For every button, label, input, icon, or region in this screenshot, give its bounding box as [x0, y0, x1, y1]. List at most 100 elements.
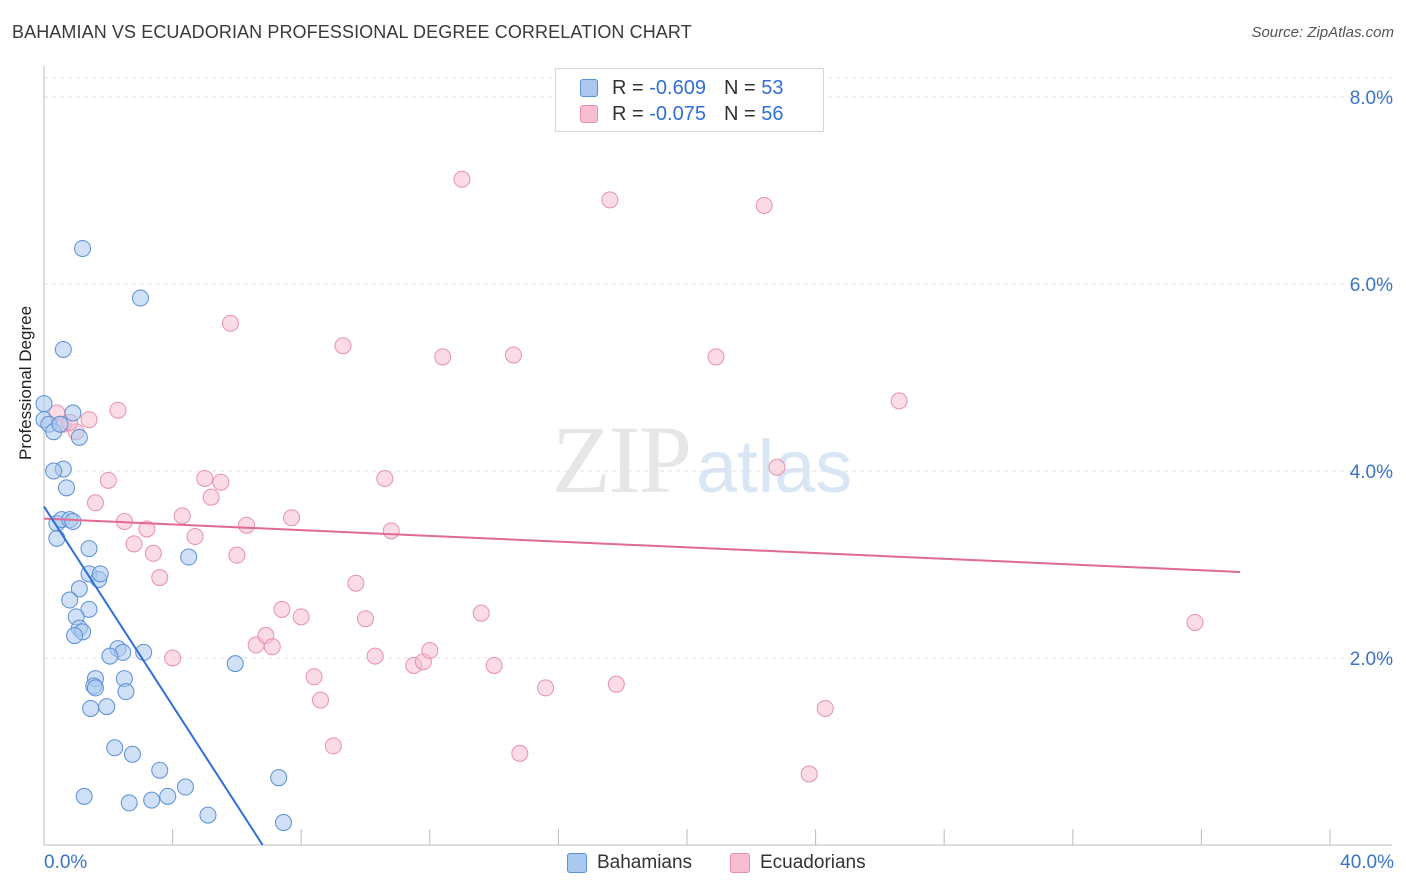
axes [43, 66, 1392, 846]
ecuadorian-point [376, 469, 394, 487]
bahamian-point [75, 787, 93, 805]
bahamian-point [106, 739, 124, 757]
bahamian-point [80, 540, 98, 558]
watermark-zip: ZIP [552, 406, 692, 513]
y-tick-label: 6.0% [1350, 275, 1393, 296]
ecuadorian-point [138, 520, 156, 538]
legend-item-ecuadorians[interactable]: Ecuadorians [730, 852, 866, 874]
bahamian-point [199, 806, 217, 824]
bahamian-point [226, 655, 244, 673]
x-tick-label-max: 40.0% [1340, 852, 1394, 873]
bahamian-point [275, 814, 293, 832]
ecuadorian-point [511, 744, 529, 762]
ecuadorian-point [173, 507, 191, 525]
watermark: ZIPatlas [552, 404, 852, 515]
ecuadorian-point [347, 574, 365, 592]
ecuadorian-point [607, 675, 625, 693]
ecuadorian-point [890, 392, 908, 410]
ecuadorian-point [311, 691, 329, 709]
legend-label-bahamians: Bahamians [597, 852, 693, 873]
bahamian-point [120, 794, 138, 812]
ecuadorian-legend-swatch [730, 853, 750, 873]
ecuadorian-point [324, 737, 342, 755]
n-label: N = [723, 76, 756, 99]
bahamian-point [64, 404, 82, 422]
ecuadorian-point [305, 668, 323, 686]
bahamian-swatch [580, 79, 598, 97]
ecuadorian-point [151, 569, 169, 587]
bahamian-point [117, 683, 135, 701]
y-tick-label: 4.0% [1350, 462, 1393, 483]
ecuadorian-point [196, 469, 214, 487]
bahamian-point [86, 679, 104, 697]
ecuadorian-point [357, 610, 374, 628]
ecuadorian-point [453, 170, 471, 188]
r-label: R = [612, 76, 644, 99]
chart-source: Source: ZipAtlas.com [1251, 24, 1394, 41]
bahamian-point [176, 778, 194, 796]
ecuadorian-point [366, 647, 384, 665]
ecuadorian-point [109, 401, 127, 419]
ecuadorian-point [186, 527, 204, 545]
bahamian-point [64, 512, 82, 530]
n-value: 53 [761, 76, 784, 99]
bahamian-point [35, 395, 53, 413]
bahamian-point [70, 428, 88, 446]
bahamian-point [80, 600, 98, 618]
ecuadorian-point [800, 765, 818, 783]
bahamian-point [159, 787, 177, 805]
r-value: -0.075 [649, 102, 706, 125]
ecuadorian-point [238, 516, 256, 534]
ecuadorian-point [292, 608, 310, 626]
ecuadorian-point [485, 656, 503, 674]
bahamian-point [48, 529, 66, 547]
ecuadorian-point [434, 348, 452, 366]
bahamian-point [180, 548, 198, 566]
bahamian-point [66, 627, 84, 645]
ecuadorian-point [707, 348, 725, 366]
ecuadorian-point [164, 649, 182, 667]
legend-item-bahamians[interactable]: Bahamians [567, 852, 692, 874]
ecuadorian-point [382, 522, 400, 540]
bahamian-point [61, 591, 79, 609]
ecuadorian-point [1186, 613, 1204, 631]
bahamian-point [101, 647, 119, 665]
ecuadorian-point [228, 546, 246, 564]
legend-row-ecuadorians: R = -0.075 N = 56 [580, 101, 783, 127]
bahamian-point [143, 791, 161, 809]
n-value: 56 [761, 102, 784, 125]
bahamian-point [123, 745, 141, 763]
bahamian-point [98, 698, 116, 716]
ecuadorian-point [472, 604, 490, 622]
ecuadorian-point [99, 471, 117, 489]
legend-row-bahamians: R = -0.609 N = 53 [580, 75, 783, 101]
ecuadorian-point [212, 473, 230, 491]
x-tick-label-min: 0.0% [44, 852, 88, 873]
chart-title: BAHAMIAN VS ECUADORIAN PROFESSIONAL DEGR… [12, 22, 692, 42]
gridlines [44, 77, 1392, 659]
ecuadorian-point [334, 337, 352, 355]
bahamian-point [51, 415, 69, 433]
bahamian-point [58, 479, 76, 497]
ecuadorian-point [504, 346, 522, 364]
bahamian-trend-line [43, 505, 264, 846]
bahamian-point [131, 289, 149, 307]
ecuadorian-point [125, 535, 143, 553]
correlation-legend: R = -0.609 N = 53 R = -0.075 N = 56 [555, 68, 824, 132]
ecuadorian-point [263, 638, 281, 656]
ecuadorian-point [755, 196, 773, 214]
n-label: N = [723, 102, 756, 125]
bahamian-point [54, 340, 72, 358]
ecuadorian-point [202, 488, 220, 506]
ecuadorian-point [816, 699, 834, 717]
ecuadorian-points [48, 170, 1204, 783]
bahamian-points [35, 239, 293, 832]
bahamian-point [270, 769, 288, 787]
bahamian-point [91, 565, 109, 583]
y-tick-label: 2.0% [1350, 649, 1393, 670]
legend-label-ecuadorians: Ecuadorians [760, 852, 866, 873]
bahamian-legend-swatch [567, 853, 587, 873]
bahamian-point [151, 761, 169, 779]
ecuadorian-point [421, 642, 439, 660]
